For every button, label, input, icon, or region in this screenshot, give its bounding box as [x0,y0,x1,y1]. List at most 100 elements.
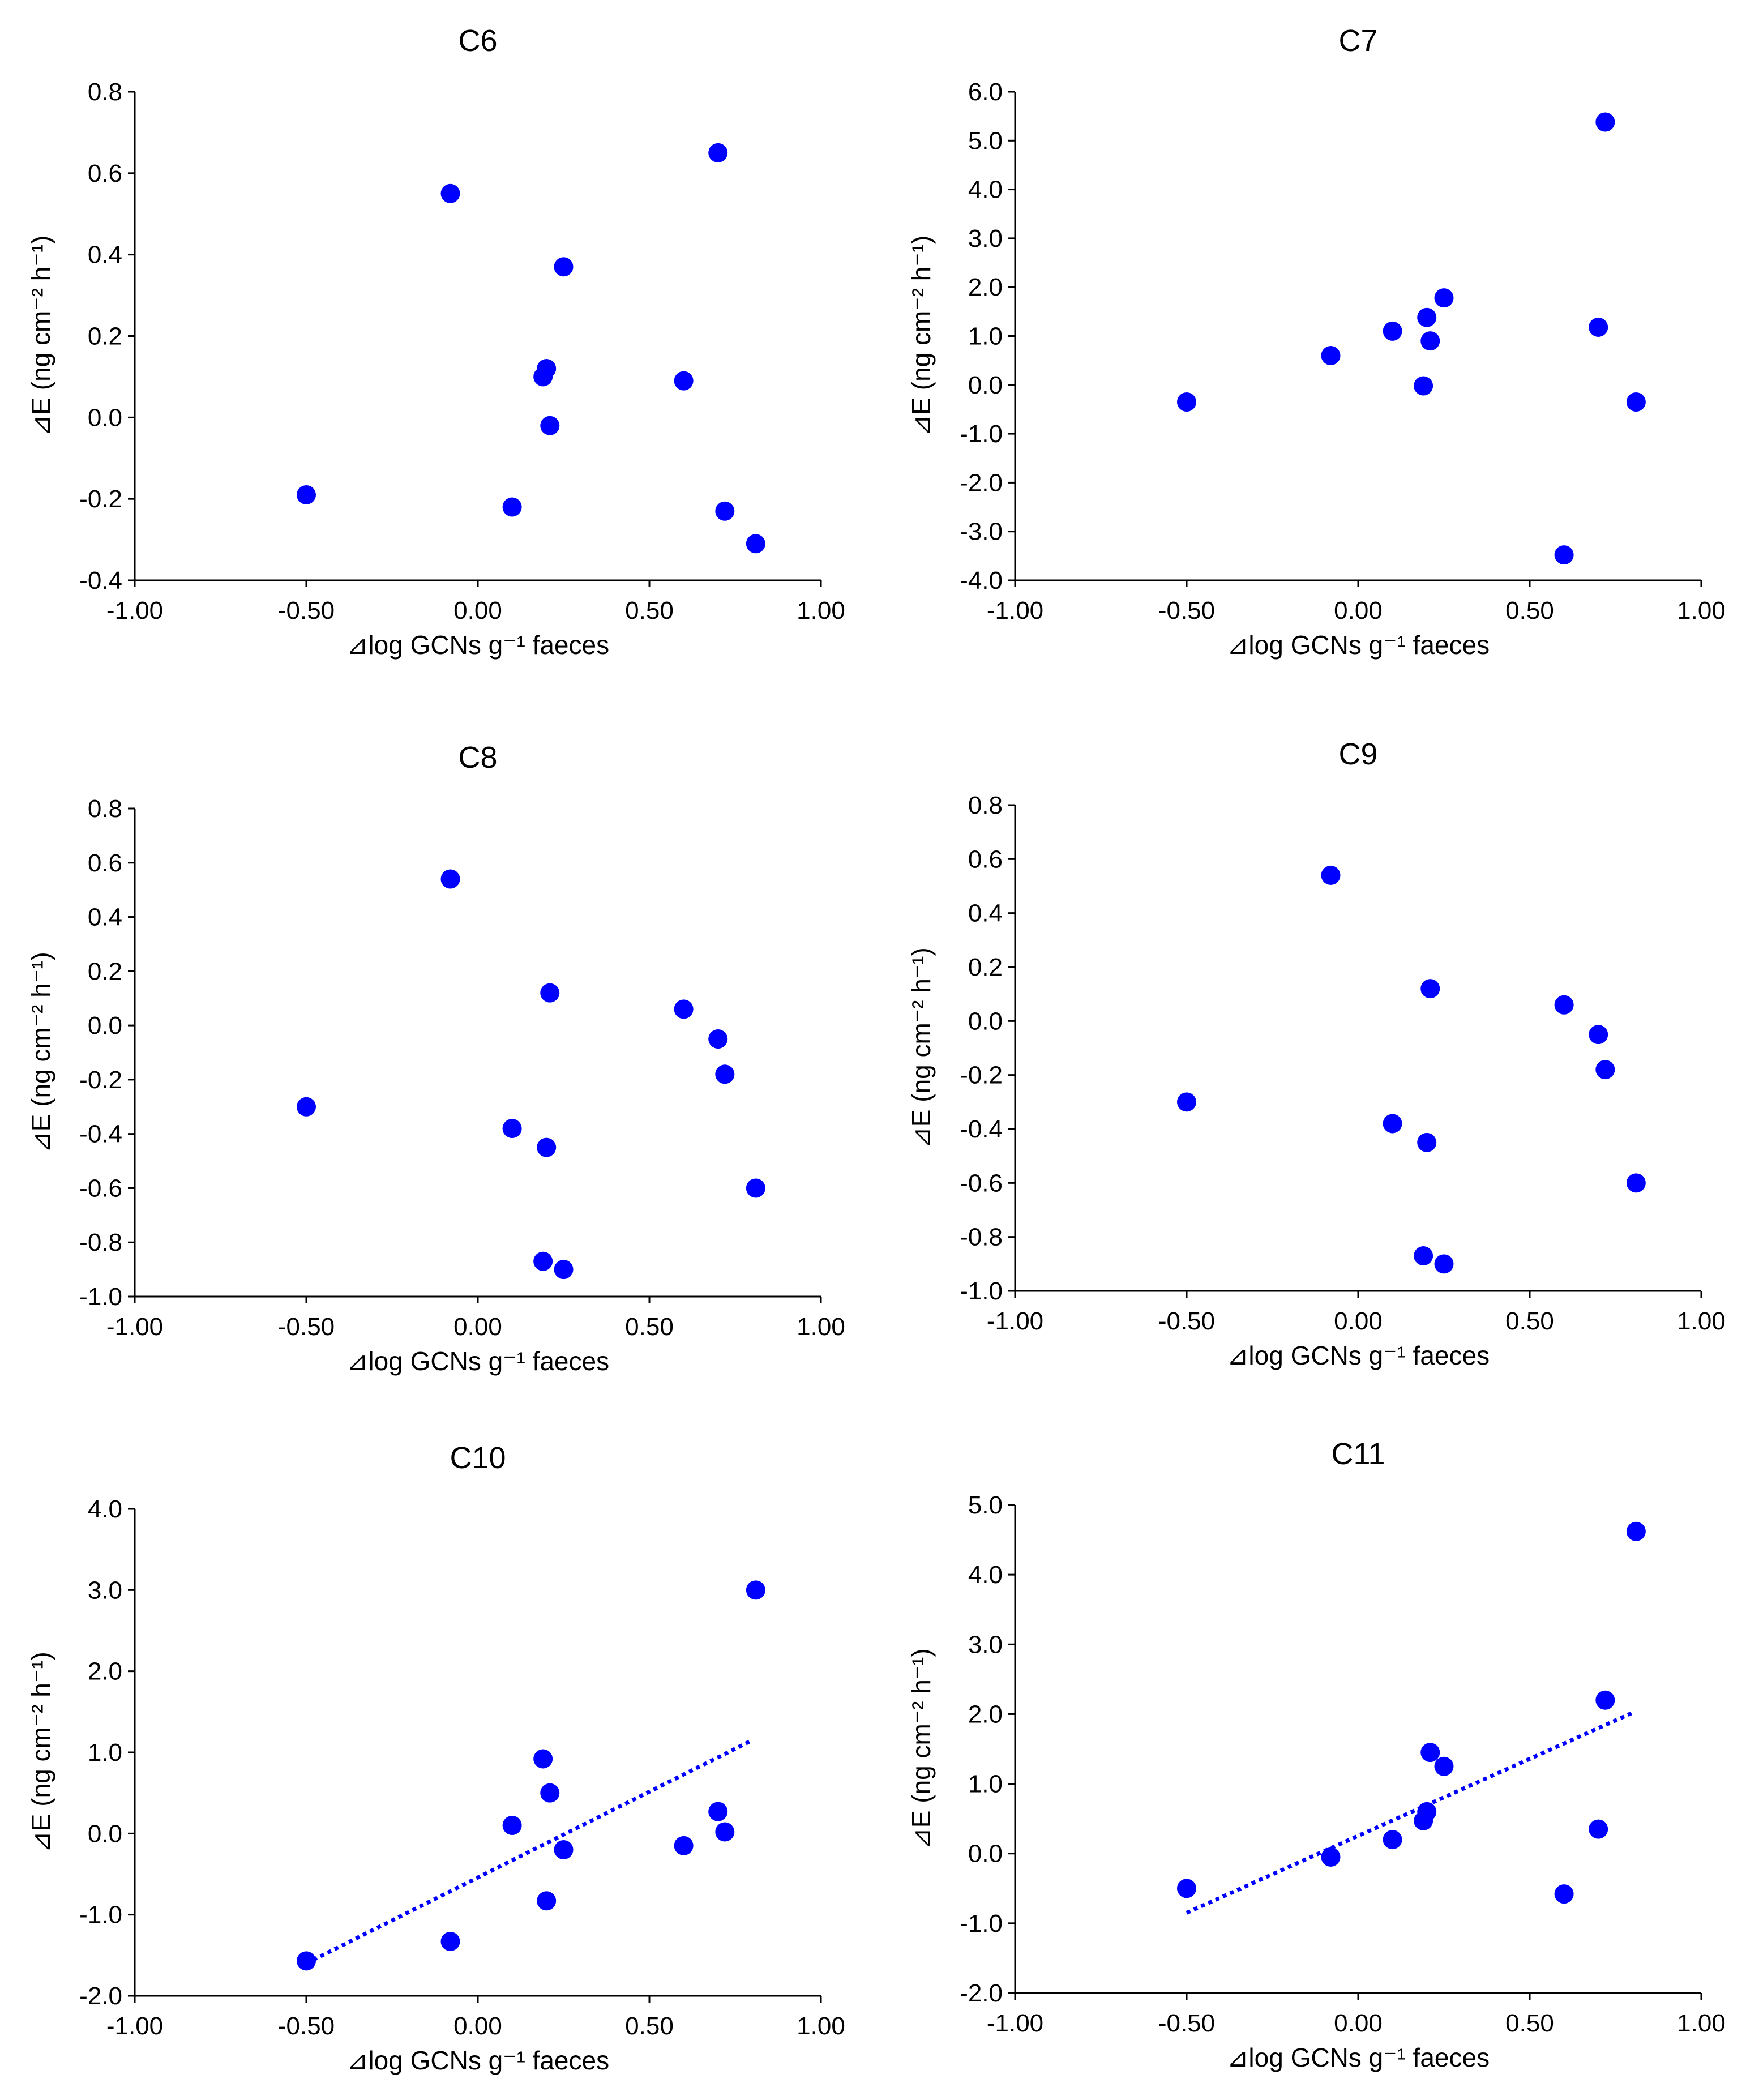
x-tick-label: 0.50 [1505,2009,1554,2037]
y-axis-label: ⊿E (ng cm⁻² h⁻¹) [906,1648,936,1849]
x-tick-label: -1.00 [987,2009,1043,2037]
y-tick-label: -2.0 [960,469,1003,497]
chart-title: C7 [1338,24,1377,58]
data-point [537,1891,557,1911]
chart-title: C6 [458,24,497,58]
y-axis-label: ⊿E (ng cm⁻² h⁻¹) [26,1652,55,1853]
x-tick-label: 0.50 [1505,1307,1554,1335]
x-tick-label: -1.00 [106,597,163,625]
y-tick-label: 5.0 [968,1491,1003,1519]
x-tick-label: 0.50 [1505,597,1554,625]
panel-c11: C11 -2.0 -1.0 0.0 1.0 2.0 3.0 4.0 5.0 -1.00 -0.50 0… [906,1437,1726,2072]
data-point [1589,1025,1608,1045]
x-tick-label: 0.00 [1334,2009,1383,2037]
data-point [746,1178,765,1198]
x-axis-label: ⊿log GCNs g⁻¹ faeces [346,2046,609,2075]
data-point [440,1931,460,1951]
y-tick-label: 0.2 [968,953,1003,981]
y-tick-label: 0.4 [968,900,1003,927]
y-tick-label: 0.0 [88,1820,122,1847]
x-tick-label: 1.00 [797,2012,845,2040]
x-tick-label: -0.50 [1158,2009,1215,2037]
chart-title: C9 [1338,737,1377,771]
data-point [715,1064,735,1084]
data-point [540,416,560,435]
x-tick-label: 1.00 [797,1313,845,1341]
data-point [1321,1847,1341,1867]
x-tick-label: -0.50 [1158,1307,1215,1335]
y-tick-label: 4.0 [968,176,1003,204]
data-point [674,371,694,391]
y-axis-label: ⊿E (ng cm⁻² h⁻¹) [906,947,936,1148]
data-point [1595,1690,1615,1710]
panel-c8: C8 -1.0 -0.8 -0.6 -0.4 -0.2 0.0 0.2 0.4 0.6 0.8 -1.… [26,741,845,1376]
data-point [1595,1060,1615,1080]
y-tick-label: -3.0 [960,518,1003,546]
x-axis-label: ⊿log GCNs g⁻¹ faeces [1227,2043,1490,2072]
data-point [1626,392,1646,412]
data-point [1434,1254,1454,1274]
y-tick-label: 0.8 [88,795,122,823]
data-point [502,1119,522,1139]
x-axis-label: ⊿log GCNs g⁻¹ faeces [346,1346,609,1376]
y-tick-label: 2.0 [968,1700,1003,1728]
data-point [554,1260,574,1280]
data-point [440,869,460,889]
y-tick-label: 0.0 [88,404,122,431]
y-tick-label: 0.4 [88,904,122,931]
x-axis-label: ⊿log GCNs g⁻¹ faeces [1227,630,1490,660]
x-tick-label: 0.00 [453,2012,502,2040]
x-tick-label: 0.00 [1334,597,1383,625]
panel-c6: C6 -0.4 -0.2 0.0 0.2 0.4 0.6 0.8 -1.00 -0.50 0.00 0… [26,24,845,660]
y-tick-label: -1.0 [960,420,1003,448]
data-point [1434,288,1454,308]
data-point [1589,317,1608,337]
trendline [305,1738,754,1965]
x-tick-label: 1.00 [1677,2009,1726,2037]
y-tick-label: 0.0 [968,371,1003,399]
data-point [1414,1246,1433,1266]
x-tick-label: 1.00 [797,597,845,625]
data-point [1321,346,1341,366]
panel-c10: C10 -2.0 -1.0 0.0 1.0 2.0 3.0 4.0 -1.00 -0.50 0.00… [26,1441,845,2075]
data-point [440,183,460,203]
data-point [1383,1830,1402,1850]
data-point [1420,1743,1440,1763]
data-point [746,1580,765,1600]
data-point [540,983,560,1003]
data-point [708,1802,728,1821]
x-tick-label: 1.00 [1677,1307,1726,1335]
y-tick-label: 0.6 [88,849,122,877]
y-tick-label: 0.0 [968,1840,1003,1868]
data-point [1595,112,1615,132]
data-point [1177,1092,1196,1112]
data-point [1626,1173,1646,1193]
x-tick-label: -0.50 [278,2012,335,2040]
y-tick-label: 0.2 [88,323,122,350]
x-tick-label: 0.00 [453,597,502,625]
data-point [1177,1879,1196,1898]
data-point [297,1951,316,1971]
data-point [533,1251,553,1271]
data-point [533,1749,553,1769]
data-point [1321,865,1341,885]
data-point [1589,1819,1608,1839]
y-tick-label: 0.0 [88,1012,122,1040]
y-tick-label: 3.0 [88,1576,122,1604]
y-axis-label: ⊿E (ng cm⁻² h⁻¹) [906,236,936,437]
y-tick-label: 0.6 [88,160,122,187]
y-tick-label: -0.2 [960,1062,1003,1089]
y-tick-label: -0.2 [79,485,122,513]
y-tick-label: 5.0 [968,127,1003,155]
data-point [1554,1884,1574,1904]
x-tick-label: -0.50 [1158,597,1215,625]
y-tick-label: -0.6 [79,1174,122,1202]
data-point [1417,1802,1437,1821]
y-tick-label: -0.4 [960,1115,1003,1143]
x-axis-label: ⊿log GCNs g⁻¹ faeces [1227,1341,1490,1370]
y-tick-label: 0.0 [968,1007,1003,1035]
y-tick-label: 0.8 [88,78,122,106]
data-point [554,1840,574,1859]
data-point [1420,979,1440,999]
data-point [297,1097,316,1117]
